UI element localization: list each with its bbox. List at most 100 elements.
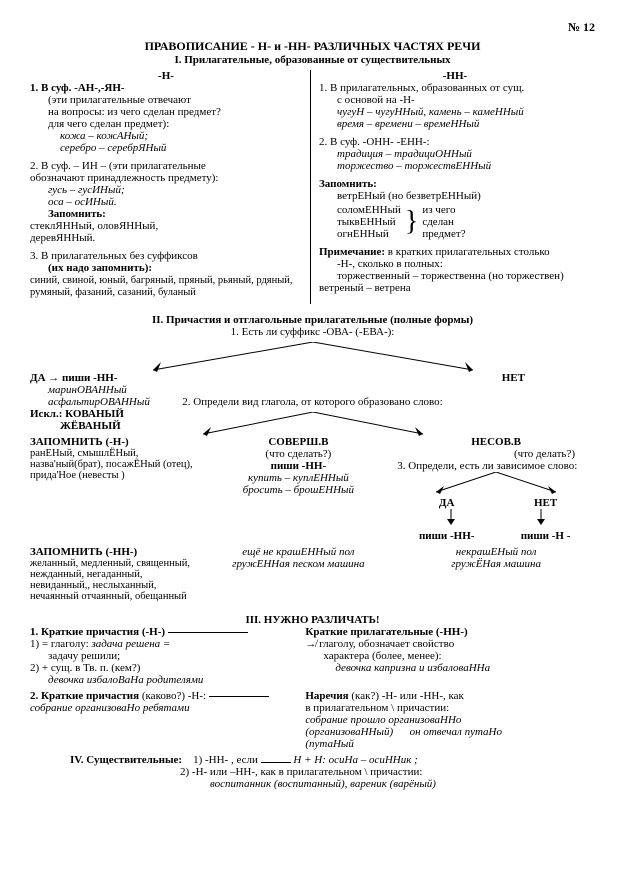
iii-l1a-ex2: задачу решили; [30, 650, 120, 662]
rule-r2: 2. В суф. -ОНН- -ЕНН-: [319, 136, 430, 148]
ii-da-ex2: асфальтирОВАННый [30, 396, 150, 408]
col-head-n: -Н- [30, 70, 302, 82]
l1-b: на вопросы: из чего сделан предмет? [30, 106, 221, 118]
r1-ex1: чугуН – чугуННый, камень – камеННый [319, 106, 524, 118]
rule-l1: 1. В суф. -АН-,-ЯН- [30, 82, 125, 94]
ii-nesov: НЕСОВ.В [397, 436, 595, 448]
iii-r1-ex: девочка капризна и избаловаННа [305, 662, 490, 674]
iii-r2-ex4: (путаНый [305, 738, 354, 750]
ii-da: ДА [30, 372, 46, 384]
section-ii-head: II. Причастия и отглагольные прилагатель… [30, 314, 595, 326]
iii-l2-ex: собрание организоваНо ребятами [30, 702, 190, 714]
r-br1: соломЕННый [337, 204, 401, 216]
r1-a: с основой на -Н- [319, 94, 415, 106]
ii-q3-net-w: пиши -Н - [496, 530, 595, 542]
ii-sov-write: пиши -НН- [200, 460, 398, 472]
column-n: -Н- 1. В суф. -АН-,-ЯН- (эти прилагатель… [30, 70, 311, 304]
iii-r1: Краткие прилагательные (-НН-) [305, 626, 467, 638]
iii-r2-ex3: он отвечал путаНо [410, 726, 502, 738]
iii-l1: 1. Краткие причастия (-Н-) [30, 626, 165, 638]
brace-icon: } [405, 208, 418, 236]
l1-a: (эти прилагательные отвечают [30, 94, 191, 106]
iv-2-ex: воспитанник (воспитанный), вареник (варё… [210, 778, 436, 790]
ii-sov-q: (что сделать?) [200, 448, 398, 460]
iii-l1a-ex: задача решена = [91, 638, 170, 650]
iv-1-ex: Н + Н: осиНа [293, 754, 358, 766]
ii-ex-mid1: ещё не крашЕННый пол [200, 546, 398, 558]
iii-r2-a: в прилагательном \ причастии: [305, 702, 449, 714]
iii-r2-ex1: собрание прошло организоваННо [305, 714, 461, 726]
r-br-r3: предмет? [422, 228, 465, 240]
l3-sub: (их надо запомнить): [30, 262, 152, 274]
r-note-head: Примечание: [319, 246, 385, 258]
arrow-right-icon: → [48, 372, 62, 384]
page-title: ПРАВОПИСАНИЕ - Н- и -НН- РАЗЛИЧНЫХ ЧАСТЯ… [30, 39, 595, 54]
iv-1: 1) -НН- , если [193, 754, 258, 766]
ii-sov: СОВЕРШ.В [200, 436, 398, 448]
dash-icon [168, 632, 248, 633]
column-nn: -НН- 1. В прилагательных, образованных о… [311, 70, 595, 304]
l2-rem1: стеклЯННый, оловЯННый, [30, 220, 158, 232]
section-iii-head: III. НУЖНО РАЗЛИЧАТЬ! [30, 614, 595, 626]
r2-ex2: торжество – торжествЕННый [319, 160, 491, 172]
l1-c: для чего сделан предмет): [30, 118, 169, 130]
col-head-nn: -НН- [319, 70, 591, 82]
arrow-split-1 [113, 342, 513, 372]
ii-sov-ex1: купить – куплЕННый [200, 472, 398, 484]
l2-a: обозначают принадлежность предмету): [30, 172, 219, 184]
r-note-b: -Н-, сколько в полных: [319, 258, 443, 270]
ii-ex-r1: некрашЕНый пол [397, 546, 595, 558]
l2-ex2: оса – осИНый. [30, 196, 117, 208]
r-rem-main: ветрЕНый (но безветрЕННый) [319, 190, 481, 202]
ii-da-write: пиши -НН- [62, 372, 118, 384]
l2-rem: Запомнить: [30, 208, 106, 220]
iii-r2-ex2: (организоваННый) [305, 726, 393, 738]
r-br-r2: сделан [422, 216, 465, 228]
iv-1-ex2: – осиННик ; [361, 754, 418, 766]
l2-ex1: гусь – гусИНый; [30, 184, 125, 196]
ii-zap-nn: ЗАПОМНИТЬ (-НН-) [30, 546, 200, 558]
iii-l2: 2. Краткие причастия [30, 690, 139, 702]
iii-r2-q: (как?) -Н- или -НН-, как [351, 690, 464, 702]
ii-q3-net: НЕТ [496, 497, 595, 509]
ii-nesov-q: (что делать?) [397, 448, 595, 460]
ii-da-ex1: маринОВАННый [30, 384, 127, 396]
rule-r1: 1. В прилагательных, образованных от сущ… [319, 82, 524, 94]
r-br-r1: из чего [422, 204, 465, 216]
iii-l1b: 2) + сущ. в Тв. п. (кем?) [30, 662, 140, 674]
arrow-split-2 [113, 412, 513, 436]
iv-2: 2) -Н- или –НН-, как в прилагательном \ … [180, 766, 422, 778]
ii-zap-n: ЗАПОМНИТЬ (-Н-) [30, 436, 200, 448]
iii-r1a2: характера (более, менее): [305, 650, 441, 662]
underline-icon [261, 762, 291, 763]
neq-icon: ↛ [305, 638, 319, 650]
ii-zap-n-list: ранЕНый, смышлЁНый, назва'ный(брат), пос… [30, 448, 200, 481]
ii-q1: 1. Есть ли суффикс -ОВА- (-ЕВА-): [30, 326, 595, 338]
r-rem: Запомнить: [319, 178, 377, 190]
r1-ex2: время – времени – времеННый [319, 118, 479, 130]
iii-l2-q: (каково?) -Н-: [142, 690, 206, 702]
iii-r2: Наречия [305, 690, 348, 702]
ii-q3-da: ДА [397, 497, 496, 509]
r-note-ex1: торжественный – торжественна (но торжест… [319, 270, 564, 282]
arrow-down-pair [406, 509, 586, 527]
l1-ex2: серебро – серебрЯНый [30, 142, 166, 154]
ii-q3-da-w: пиши -НН- [397, 530, 496, 542]
ii-zap-nn-list: желанный, медленный, священный, нежданны… [30, 558, 200, 602]
iii-l1a: 1) = глаголу: [30, 638, 89, 650]
subtitle: I. Прилагательные, образованные от сущес… [30, 54, 595, 66]
rule-l2: 2. В суф. – ИН – (эти прилагательные [30, 160, 206, 172]
ii-ex-r2: гружЁНая машина [397, 558, 595, 570]
r-note-ex2: ветреный – ветрена [319, 282, 411, 294]
iii-r1a: глаголу, обозначает свойство [319, 638, 454, 650]
rule-l3: 3. В прилагательных без суффиксов [30, 250, 198, 262]
l3-list: синий, свиной, юный, багряный, пряный, р… [30, 275, 293, 298]
r-br3: огнЕННый [337, 228, 401, 240]
iii-l1b-ex: девочка избалоВаНа родителями [30, 674, 203, 686]
ii-sov-ex2: бросить – брошЕННый [200, 484, 398, 496]
page-number: № 12 [30, 20, 595, 35]
ii-net: НЕТ [502, 372, 585, 384]
l1-ex1: кожа – кожАНый; [30, 130, 148, 142]
ii-ex-mid2: гружЕННая песком машина [200, 558, 398, 570]
l2-rem2: деревЯННый. [30, 232, 95, 244]
